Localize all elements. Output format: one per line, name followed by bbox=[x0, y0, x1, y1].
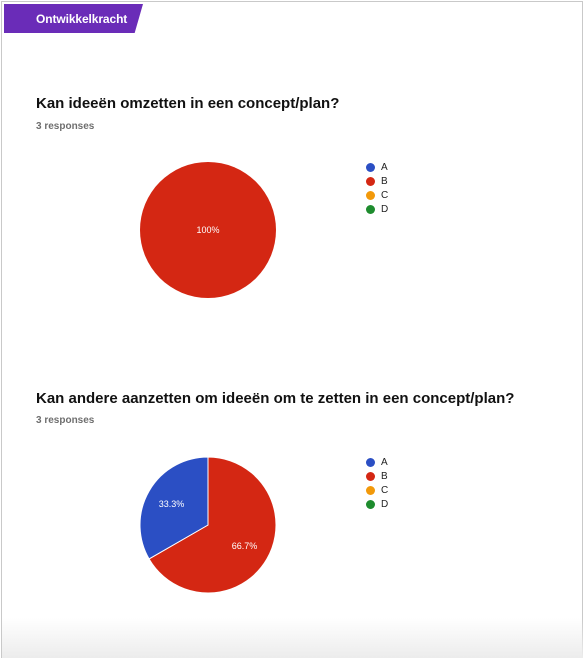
legend-label: A bbox=[381, 161, 388, 173]
legend-item-c[interactable]: C bbox=[366, 483, 388, 497]
legend-item-a[interactable]: A bbox=[366, 160, 388, 174]
legend-item-b[interactable]: B bbox=[366, 174, 388, 188]
pie-slice-b[interactable] bbox=[148, 456, 277, 594]
question-title: Kan ideeën omzetten in een concept/plan? bbox=[36, 95, 340, 112]
legend-item-d[interactable]: D bbox=[366, 202, 388, 216]
legend-swatch-b bbox=[366, 471, 375, 481]
pie-chart: 100% bbox=[140, 162, 276, 298]
pie-slice-b[interactable] bbox=[140, 162, 276, 298]
section-banner bbox=[4, 4, 143, 33]
legend-item-b[interactable]: B bbox=[366, 469, 388, 483]
response-count: 3 responses bbox=[36, 415, 95, 426]
legend-swatch-c bbox=[366, 485, 375, 495]
chart-legend: A B C D bbox=[366, 160, 388, 216]
chart-legend: A B C D bbox=[366, 455, 388, 511]
pie-chart: 66.7% 33.3% bbox=[139, 456, 277, 594]
legend-label: B bbox=[381, 470, 388, 482]
pie-slice-a[interactable] bbox=[139, 456, 209, 560]
legend-swatch-a bbox=[366, 457, 375, 467]
legend-label: C bbox=[381, 484, 389, 496]
legend-swatch-c bbox=[366, 190, 375, 200]
legend-label: D bbox=[381, 203, 389, 215]
pie-slice-label: 100% bbox=[196, 225, 219, 235]
legend-label: A bbox=[381, 456, 388, 468]
pie-slice-label: 33.3% bbox=[159, 499, 185, 509]
legend-label: D bbox=[381, 498, 389, 510]
legend-label: C bbox=[381, 189, 389, 201]
bottom-fade bbox=[2, 618, 583, 658]
legend-label: B bbox=[381, 175, 388, 187]
legend-swatch-a bbox=[366, 162, 375, 172]
legend-swatch-b bbox=[366, 176, 375, 186]
pie-slice-label: 66.7% bbox=[232, 541, 258, 551]
legend-item-d[interactable]: D bbox=[366, 497, 388, 511]
section-title: Ontwikkelkracht bbox=[36, 12, 128, 26]
legend-item-a[interactable]: A bbox=[366, 455, 388, 469]
legend-item-c[interactable]: C bbox=[366, 188, 388, 202]
legend-swatch-d bbox=[366, 204, 375, 214]
response-count: 3 responses bbox=[36, 121, 95, 132]
legend-swatch-d bbox=[366, 499, 375, 509]
question-title: Kan andere aanzetten om ideeën om te zet… bbox=[36, 390, 515, 407]
